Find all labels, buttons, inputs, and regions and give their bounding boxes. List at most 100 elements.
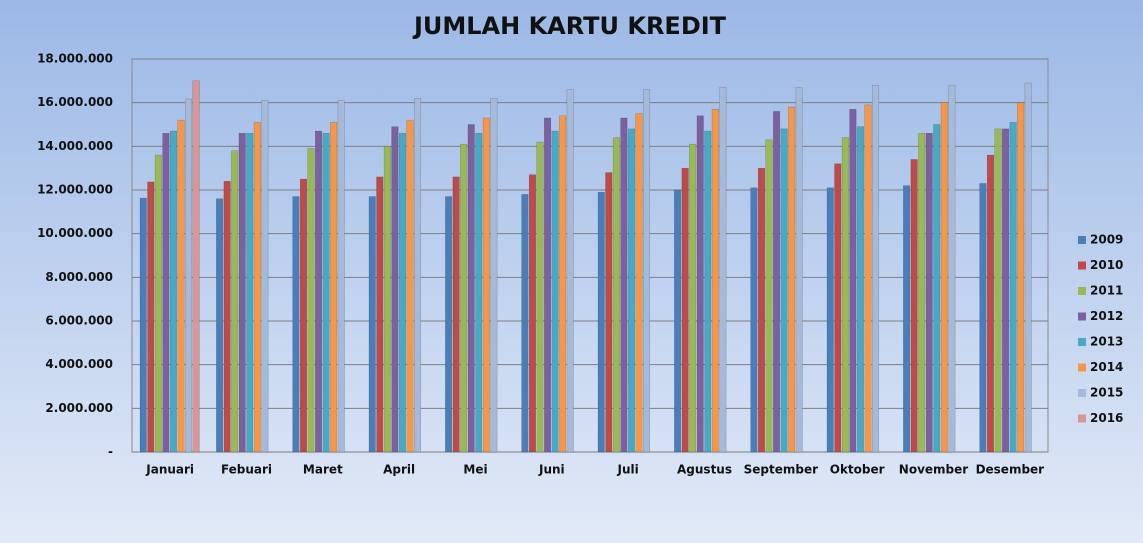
bar	[834, 163, 842, 453]
bar	[551, 130, 559, 453]
bar	[1009, 122, 1017, 453]
bar	[1017, 102, 1025, 453]
bar	[223, 181, 231, 453]
legend-label: 2009	[1090, 233, 1123, 247]
bar	[177, 119, 185, 453]
legend-label: 2010	[1090, 258, 1123, 272]
legend-label: 2015	[1090, 386, 1123, 400]
bar	[780, 128, 788, 453]
bar	[406, 119, 414, 453]
bar	[292, 196, 300, 453]
bar	[788, 106, 796, 453]
bar	[872, 84, 880, 453]
bar	[231, 150, 239, 453]
y-tick-label: 6.000.000	[45, 314, 113, 328]
bar	[147, 181, 155, 453]
bar	[620, 117, 628, 453]
bar	[528, 174, 536, 453]
bar	[643, 89, 651, 453]
legend-label: 2012	[1090, 309, 1123, 323]
bar	[445, 196, 453, 453]
bar	[337, 100, 345, 453]
bar	[1002, 128, 1010, 453]
bar	[307, 148, 315, 453]
bar	[238, 132, 246, 453]
x-tick-label: Maret	[303, 463, 343, 477]
bar	[299, 178, 308, 453]
bar	[910, 159, 918, 453]
legend-swatch	[1078, 338, 1086, 346]
bar	[948, 84, 956, 453]
bar	[597, 191, 605, 453]
bar	[795, 87, 803, 453]
bar	[261, 100, 269, 453]
bar	[856, 126, 864, 453]
bar	[711, 108, 719, 453]
bar	[467, 124, 475, 453]
bar	[566, 89, 574, 453]
bar	[330, 122, 338, 453]
y-tick-label: 12.000.000	[37, 183, 113, 197]
bar	[750, 187, 758, 453]
x-tick-label: Desember	[976, 463, 1045, 477]
bar	[757, 167, 765, 453]
bar	[139, 197, 147, 453]
bar	[368, 196, 376, 453]
bar	[940, 102, 948, 453]
bar	[162, 132, 170, 453]
legend-label: 2011	[1090, 284, 1123, 298]
bar	[674, 189, 682, 453]
legend-swatch	[1078, 389, 1086, 397]
legend-label: 2016	[1090, 411, 1123, 425]
x-tick-label: Januari	[145, 463, 194, 477]
bar	[994, 128, 1002, 453]
x-tick-label: Febuari	[221, 463, 272, 477]
bar	[925, 132, 933, 453]
bar	[903, 185, 911, 453]
y-tick-label: 16.000.000	[37, 95, 113, 109]
x-tick-label: September	[744, 463, 818, 477]
legend-label: 2014	[1090, 360, 1123, 374]
bar	[460, 143, 468, 453]
bar	[391, 126, 399, 453]
legend-swatch	[1078, 236, 1086, 244]
bar	[773, 111, 781, 453]
bar	[635, 113, 643, 453]
bar	[490, 98, 498, 453]
y-tick-label: 4.000.000	[45, 357, 113, 371]
legend-swatch	[1078, 261, 1086, 270]
legend-swatch	[1078, 287, 1086, 295]
bar	[918, 132, 926, 453]
x-tick-label: Oktober	[830, 463, 885, 477]
bar	[216, 198, 224, 453]
bar	[559, 115, 567, 453]
bar	[192, 80, 200, 453]
bar	[986, 154, 994, 453]
bar	[376, 176, 384, 453]
bar	[765, 139, 773, 453]
bar	[689, 143, 697, 453]
bar	[398, 132, 406, 453]
bar	[826, 187, 834, 453]
bar	[521, 194, 529, 453]
legend-swatch	[1078, 414, 1086, 423]
bar	[154, 154, 162, 453]
bar	[1024, 82, 1032, 453]
bar	[185, 98, 193, 453]
bar	[482, 117, 490, 453]
bar	[719, 87, 727, 453]
bar	[841, 137, 849, 453]
bar	[414, 98, 422, 453]
bar	[383, 146, 391, 453]
bar	[696, 115, 704, 453]
x-tick-label: April	[383, 463, 415, 477]
y-tick-label: 18.000.000	[37, 52, 113, 66]
bar	[475, 132, 483, 453]
legend-swatch	[1078, 312, 1086, 321]
x-tick-label: Mei	[463, 463, 487, 477]
bar	[322, 132, 330, 453]
y-tick-label: -	[108, 445, 113, 459]
bar	[253, 122, 261, 453]
bar	[544, 117, 552, 453]
bar	[612, 137, 620, 453]
